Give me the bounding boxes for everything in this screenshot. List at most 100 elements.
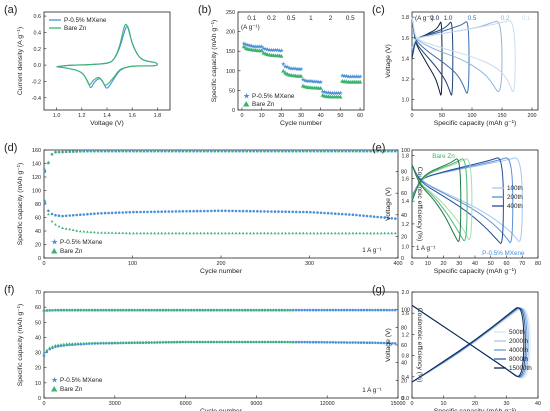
data-point bbox=[132, 210, 135, 214]
data-point bbox=[229, 340, 233, 343]
data-point bbox=[289, 308, 292, 312]
data-point bbox=[170, 340, 173, 343]
x-tick-label: 40 bbox=[535, 401, 541, 407]
y-axis-label: Specific capacity (mAh g⁻¹) bbox=[17, 163, 24, 246]
data-point bbox=[175, 308, 179, 312]
x-tick-label: 50 bbox=[439, 113, 445, 119]
data-point bbox=[255, 308, 258, 312]
data-point bbox=[248, 209, 252, 213]
data-point bbox=[337, 341, 340, 344]
data-point bbox=[333, 212, 337, 215]
y-tick-label: -0.4 bbox=[32, 96, 41, 102]
y-tick-label: 50 bbox=[229, 88, 235, 94]
y-tick-label: 1.2 bbox=[402, 222, 410, 228]
data-point bbox=[365, 231, 369, 235]
data-point bbox=[70, 342, 74, 345]
data-point bbox=[68, 150, 72, 153]
data-point bbox=[181, 231, 185, 235]
data-point bbox=[357, 341, 360, 344]
data-point bbox=[82, 230, 86, 233]
x-tick-label: 100 bbox=[468, 113, 477, 119]
data-point bbox=[78, 150, 82, 153]
rate-label: 0.5 bbox=[468, 15, 477, 22]
data-point bbox=[257, 340, 261, 343]
data-point bbox=[347, 149, 351, 153]
legend-entry: Bare Zn bbox=[60, 248, 83, 255]
data-point bbox=[164, 340, 168, 343]
data-point bbox=[390, 217, 394, 220]
data-point bbox=[195, 340, 199, 343]
y-tick-label: 160 bbox=[32, 148, 41, 154]
data-point bbox=[369, 149, 372, 153]
x-tick-label: 60 bbox=[357, 113, 363, 119]
data-point bbox=[280, 210, 284, 213]
data-point bbox=[362, 149, 365, 153]
data-point bbox=[309, 210, 312, 214]
x-tick-label: 1.2 bbox=[78, 113, 86, 119]
data-point bbox=[127, 340, 131, 344]
data-point bbox=[59, 343, 63, 346]
y-axis-label: Voltage (V) bbox=[385, 187, 392, 221]
data-point bbox=[227, 209, 231, 213]
data-point bbox=[192, 149, 195, 153]
data-point bbox=[82, 150, 86, 153]
data-point bbox=[376, 215, 379, 219]
data-point bbox=[155, 308, 159, 312]
data-point bbox=[124, 231, 128, 235]
data-point bbox=[270, 210, 273, 213]
x-axis-label: Cycle number bbox=[200, 408, 243, 411]
data-point bbox=[221, 340, 224, 343]
data-point bbox=[284, 231, 287, 235]
data-point-star: ★ bbox=[257, 44, 262, 51]
data-point bbox=[153, 340, 156, 344]
data-point bbox=[294, 308, 298, 312]
x-tick-label: 6000 bbox=[180, 401, 192, 407]
x-tick-label: 50 bbox=[488, 261, 494, 267]
data-point-star: ★ bbox=[344, 73, 349, 80]
data-point bbox=[277, 149, 280, 153]
data-point bbox=[337, 231, 341, 235]
data-point bbox=[100, 231, 103, 234]
data-point bbox=[274, 340, 278, 343]
data-point-triangle bbox=[259, 48, 264, 53]
data-point bbox=[93, 149, 96, 153]
data-point bbox=[330, 149, 333, 153]
data-point bbox=[309, 231, 312, 235]
data-point bbox=[62, 308, 66, 312]
y-tick-label: 120 bbox=[32, 175, 41, 181]
data-point bbox=[246, 340, 250, 343]
data-point bbox=[103, 231, 107, 234]
data-point bbox=[82, 213, 86, 216]
data-point bbox=[387, 216, 390, 220]
data-point bbox=[330, 212, 333, 215]
data-point bbox=[316, 231, 319, 235]
data-point bbox=[274, 308, 278, 312]
y2-tick-label: 0 bbox=[401, 396, 404, 402]
data-point bbox=[383, 149, 387, 153]
data-point bbox=[270, 231, 273, 235]
data-point bbox=[331, 341, 335, 344]
data-point-star: ★ bbox=[314, 79, 319, 86]
data-point bbox=[379, 231, 383, 235]
panel-g: (g) 0 10 20 30 40 0.0 0.4 0.8 1.2 1.6 2.0 Specific c… bbox=[372, 284, 541, 411]
data-point bbox=[391, 342, 394, 345]
data-point bbox=[312, 211, 316, 214]
data-point bbox=[192, 209, 195, 213]
x-tick-label: 3000 bbox=[109, 401, 121, 407]
data-point bbox=[328, 308, 332, 312]
data-point bbox=[246, 308, 250, 312]
data-point bbox=[62, 342, 66, 346]
data-point bbox=[149, 210, 153, 214]
data-point-star: ★ bbox=[300, 77, 305, 84]
data-point bbox=[54, 213, 57, 217]
data-point bbox=[342, 308, 346, 312]
legend-entry: P-0.5% MXene bbox=[60, 377, 103, 384]
x-tick-label: 50 bbox=[337, 113, 343, 119]
data-point bbox=[305, 231, 309, 235]
x-tick-label: 20 bbox=[472, 401, 478, 407]
data-point bbox=[181, 308, 185, 312]
y-tick-label: 0 bbox=[38, 256, 41, 262]
data-point bbox=[241, 231, 245, 235]
data-point bbox=[283, 308, 287, 312]
data-point bbox=[266, 308, 270, 312]
